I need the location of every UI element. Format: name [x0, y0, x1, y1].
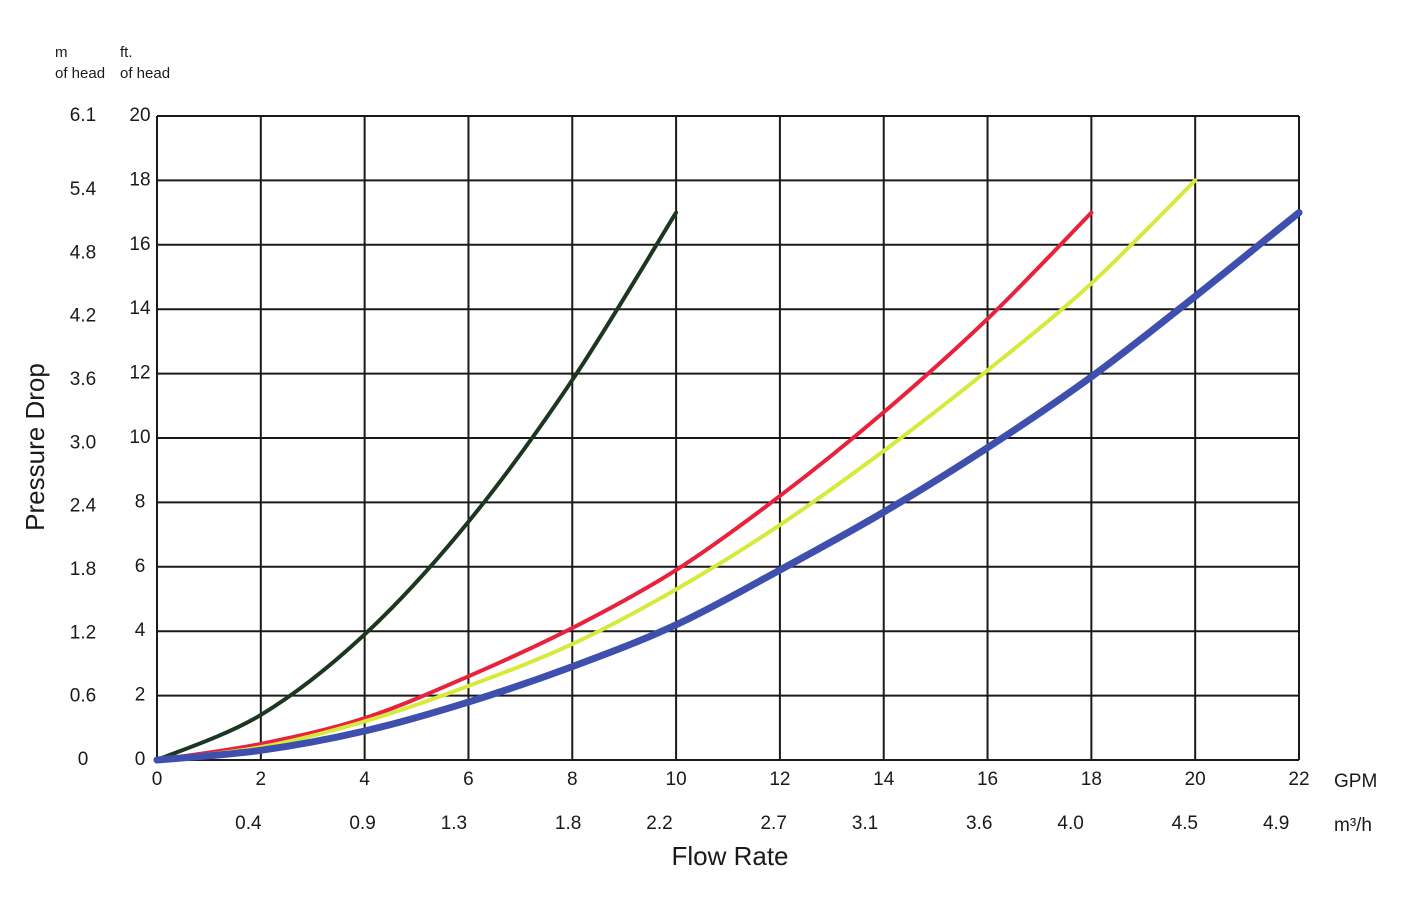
y2-tick-label: 4.8: [70, 242, 96, 263]
y2-tick-label: 5.4: [70, 179, 97, 200]
x2-tick-label: 0.9: [349, 813, 375, 834]
x2-tick-label: 3.1: [852, 813, 878, 834]
x-tick-label: 8: [567, 769, 578, 790]
y2-tick-label: 3.0: [70, 432, 96, 453]
y2-unit: m: [55, 44, 68, 61]
x2-tick-label: 1.8: [555, 813, 581, 834]
y-tick-label: 8: [135, 491, 146, 512]
y-tick-label: 4: [135, 620, 146, 641]
y2-tick-label: 3.6: [70, 369, 96, 390]
y-tick-label: 6: [135, 556, 146, 577]
y-tick-label: 12: [129, 363, 150, 384]
x2-tick-label: 0.4: [235, 813, 262, 834]
y-tick-label: 14: [129, 298, 151, 319]
x-tick-label: 10: [666, 769, 687, 790]
y-tick-label: 10: [129, 427, 150, 448]
y-unit: of head: [120, 65, 170, 82]
x-tick-label: 14: [873, 769, 895, 790]
y2-unit: of head: [55, 65, 105, 82]
y2-tick-label: 0: [78, 749, 89, 770]
x-axis-title: Flow Rate: [671, 841, 788, 871]
y2-tick-label: 2.4: [70, 496, 97, 517]
x-tick-label: 6: [463, 769, 474, 790]
series-line: [155, 210, 1094, 762]
x-tick-label: 0: [152, 769, 163, 790]
y2-tick-label: 0.6: [70, 686, 96, 707]
x2-tick-label: 4.5: [1172, 813, 1198, 834]
x2-tick-label: 1.3: [441, 813, 467, 834]
x-unit: GPM: [1334, 771, 1377, 792]
x-tick-label: 18: [1081, 769, 1102, 790]
y-tick-label: 0: [135, 749, 146, 770]
y-unit: ft.: [120, 44, 133, 61]
y-tick-label: 20: [129, 105, 150, 126]
x2-tick-label: 4.9: [1263, 813, 1289, 834]
y2-tick-label: 1.2: [70, 622, 96, 643]
y2-tick-label: 1.8: [70, 559, 96, 580]
series-line: [153, 209, 1303, 764]
labels: m of head ft. of head GPM m³/h Flow Rate…: [20, 44, 1377, 871]
x-tick-label: 4: [359, 769, 370, 790]
y-tick-label: 18: [129, 169, 150, 190]
plot-lines: [153, 178, 1303, 764]
y-tick-label: 16: [129, 234, 150, 255]
grid: 0246810121416182000.61.21.82.43.03.64.24…: [70, 105, 1310, 834]
x2-tick-label: 3.6: [966, 813, 992, 834]
series-line: [155, 178, 1198, 762]
x2-tick-label: 4.0: [1057, 813, 1083, 834]
y2-tick-label: 4.2: [70, 306, 96, 327]
y-axis-title: Pressure Drop: [20, 363, 50, 531]
x-tick-label: 22: [1288, 769, 1309, 790]
x-tick-label: 20: [1185, 769, 1206, 790]
y2-tick-label: 6.1: [70, 105, 96, 126]
y-tick-label: 2: [135, 685, 146, 706]
x2-unit: m³/h: [1334, 815, 1372, 836]
x-tick-label: 12: [769, 769, 790, 790]
series-line: [155, 210, 679, 762]
x-tick-label: 16: [977, 769, 998, 790]
x-tick-label: 2: [256, 769, 267, 790]
x2-tick-label: 2.2: [646, 813, 672, 834]
x2-tick-label: 2.7: [760, 813, 786, 834]
